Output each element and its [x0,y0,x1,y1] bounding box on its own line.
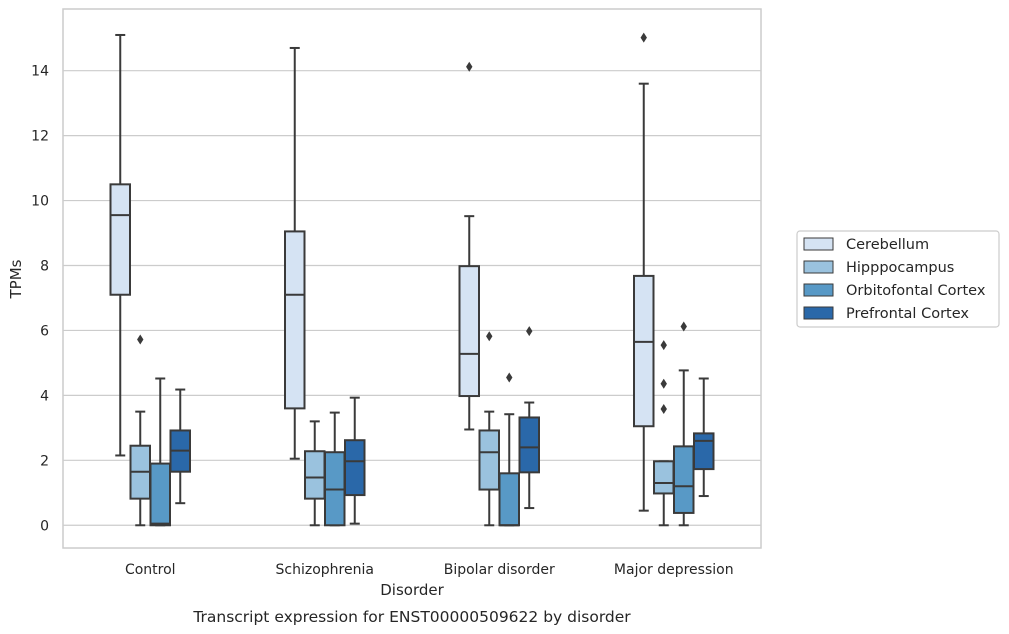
y-axis-label: TPMs [7,259,25,299]
x-axis-label: Disorder [380,581,444,599]
iqr-box [653,460,675,495]
legend-label: Cerebellum [846,237,929,253]
box-1-2 [324,411,346,527]
legend-box [796,230,1000,328]
iqr-box [498,472,520,527]
box-2-0 [458,61,480,431]
box-0-3 [169,388,191,505]
box-groups [109,32,715,527]
iqr-box [673,445,695,514]
box-1-0 [284,46,306,460]
iqr-box [478,429,500,491]
outlier-point [137,334,144,345]
iqr-box [693,432,715,471]
x-tick-label: Major depression [614,562,734,578]
iqr-box [633,274,655,428]
outlier-point [680,321,687,332]
iqr-box [304,450,326,500]
y-tick-label: 12 [31,129,49,145]
iqr-box [458,265,480,398]
plot-frame [62,8,762,549]
x-tick-label: Schizophrenia [276,562,374,578]
box-1-1 [304,420,326,527]
box-3-0 [633,32,655,512]
outlier-point [486,331,493,342]
outlier-point [660,378,667,389]
legend-swatch [803,283,834,297]
box-3-1 [653,340,675,527]
legend-swatch [803,306,834,320]
box-3-3 [693,377,715,498]
iqr-box [109,183,131,296]
box-1-3 [344,396,366,525]
y-tick-label: 2 [40,453,49,469]
x-tick-labels: Control Schizophrenia Bipolar disorder Majo… [125,562,734,578]
gridlines [63,70,761,526]
y-tick-label: 14 [31,64,49,80]
y-tick-label: 6 [40,323,49,339]
outlier-point [506,372,513,383]
box-2-1 [478,331,500,527]
outlier-point [466,61,473,72]
legend-swatch [803,260,834,274]
chart-caption: Transcript expression for ENST0000050962… [192,608,631,626]
legend-label: Prefrontal Cortex [846,306,969,322]
box-2-3 [518,326,540,510]
box-2-2 [498,372,520,527]
y-tick-label: 4 [40,388,49,404]
y-tick-label: 10 [31,194,49,210]
legend: Cerebellum Hipppocampus Orbitofontal Corte… [796,230,1000,328]
legend-swatch [803,237,834,251]
legend-label: Hipppocampus [846,260,954,276]
iqr-box [344,439,366,497]
x-tick-label: Control [125,562,176,578]
box-3-2 [673,321,695,527]
outlier-point [640,32,647,43]
y-tick-label: 8 [40,259,49,275]
iqr-box [284,230,306,410]
x-tick-label: Bipolar disorder [444,562,555,578]
box-0-1 [129,334,151,527]
legend-label: Orbitofontal Cortex [846,283,986,299]
y-tick-labels: 0 2 4 6 8 10 12 14 [31,64,49,535]
box-0-2 [149,377,171,527]
iqr-box [149,462,171,527]
y-tick-label: 0 [40,518,49,534]
outlier-point [660,340,667,351]
box-0-0 [109,33,131,457]
iqr-box [518,416,540,474]
outlier-point [660,404,667,415]
outlier-point [526,326,533,337]
